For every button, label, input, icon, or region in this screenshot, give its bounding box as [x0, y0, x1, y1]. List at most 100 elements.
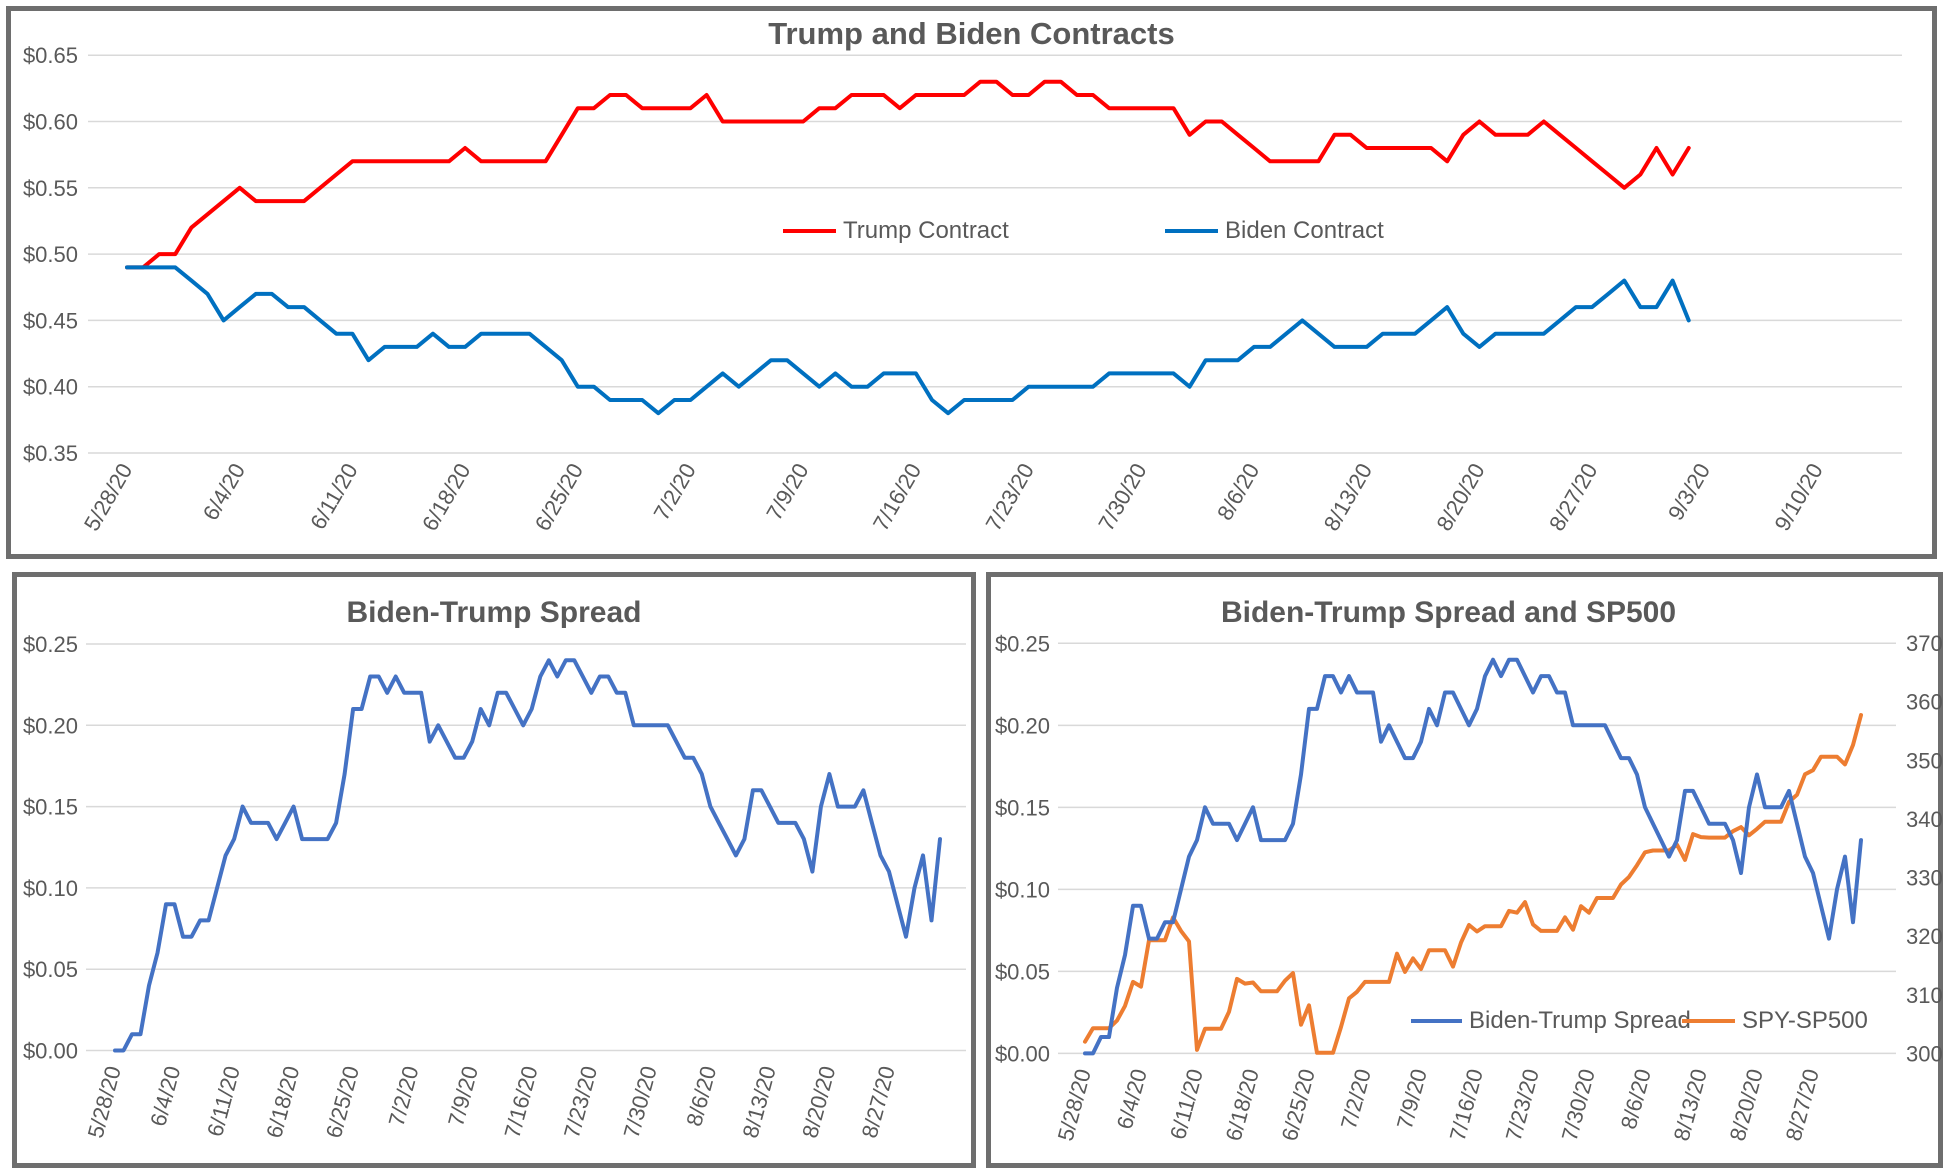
legend-label-biden-trump-spread: Biden-Trump Spread	[1469, 1007, 1691, 1034]
right-y-axis-tick-label: 320	[1906, 924, 1943, 949]
x-axis-tick-label: 6/11/20	[1165, 1066, 1208, 1142]
y-axis-tick-label: $0.20	[995, 713, 1050, 738]
x-axis-tick-label: 7/16/20	[868, 459, 926, 535]
trump-line-marker-icon	[783, 229, 836, 233]
biden-contract-series-line	[125, 265, 1691, 416]
y-axis-tick-label: $0.10	[995, 877, 1050, 902]
x-axis-tick-label: 6/25/20	[530, 459, 588, 535]
x-axis-tick-label: 8/6/20	[1616, 1066, 1656, 1132]
chart-title-contracts: Trump and Biden Contracts	[768, 16, 1175, 51]
x-axis-tick-label: 8/13/20	[738, 1063, 781, 1140]
spread-sp500-x-axis: 5/28/20 6/4/20 6/11/20 6/18/20 6/25/20 7/2/20…	[1053, 1066, 1824, 1143]
trump-contract-series-line	[125, 79, 1691, 270]
right-y-axis-tick-label: 350	[1906, 748, 1943, 773]
x-axis-tick-label: 6/25/20	[321, 1063, 364, 1140]
x-axis-tick-label: 6/11/20	[202, 1063, 245, 1139]
x-axis-tick-label: 8/27/20	[857, 1063, 900, 1140]
legend-label-trump-contract: Trump Contract	[843, 217, 1009, 244]
legend-item-spy-sp500: SPY-SP500	[1682, 1007, 1868, 1035]
x-axis-tick-label: 6/4/20	[145, 1063, 185, 1129]
x-axis-tick-label: 8/20/20	[1725, 1066, 1768, 1143]
x-axis-tick-label: 7/30/20	[1093, 459, 1151, 535]
x-axis-tick-label: 9/3/20	[1663, 459, 1715, 524]
x-axis-tick-label: 5/28/20	[83, 1063, 126, 1140]
x-axis-tick-label: 8/13/20	[1669, 1066, 1712, 1143]
sp500-series	[1083, 713, 1863, 1055]
legend-label-spy-sp500: SPY-SP500	[1742, 1007, 1868, 1034]
x-axis-tick-label: 8/13/20	[1319, 459, 1377, 535]
spread-series	[113, 658, 942, 1053]
y-axis-tick-label: $0.05	[995, 959, 1050, 984]
x-axis-tick-label: 7/16/20	[499, 1063, 542, 1140]
y-axis-tick-label: $0.25	[995, 631, 1050, 656]
x-axis-tick-label: 8/6/20	[681, 1063, 721, 1129]
x-axis-tick-label: 7/30/20	[619, 1063, 662, 1140]
chart-title-spread: Biden-Trump Spread	[346, 596, 642, 629]
x-axis-tick-label: 8/6/20	[1212, 459, 1264, 524]
x-axis-tick-label: 8/20/20	[797, 1063, 840, 1140]
biden-contract-series	[125, 265, 1691, 416]
spread-x-axis: 5/28/20 6/4/20 6/11/20 6/18/20 6/25/20 7/2/20…	[83, 1063, 900, 1140]
x-axis-tick-label: 6/11/20	[305, 459, 363, 534]
spread-sp500-chart-panel[interactable]	[986, 572, 1943, 1168]
x-axis-tick-label: 6/18/20	[1221, 1066, 1264, 1143]
x-axis-tick-label: 7/16/20	[1445, 1066, 1488, 1143]
x-axis-tick-label: 6/25/20	[1277, 1066, 1320, 1143]
spread-sp500-right-axis: 300 310 320 330 340 350 360 370	[1906, 631, 1943, 1066]
y-axis-tick-label: $0.45	[23, 308, 78, 333]
x-axis-tick-label: 6/4/20	[198, 459, 250, 524]
x-axis-tick-label: 7/9/20	[1392, 1066, 1432, 1132]
x-axis-tick-label: 5/28/20	[79, 459, 137, 535]
spread-line-marker-icon	[1411, 1019, 1462, 1023]
y-axis-tick-label: $0.15	[995, 795, 1050, 820]
y-axis-tick-label: $0.55	[23, 176, 78, 201]
y-axis-tick-label: $0.10	[23, 876, 78, 901]
right-y-axis-tick-label: 310	[1906, 983, 1943, 1008]
y-axis-tick-label: $0.00	[23, 1039, 78, 1064]
x-axis-tick-label: 8/27/20	[1781, 1066, 1824, 1143]
x-axis-tick-label: 7/9/20	[761, 459, 813, 524]
right-y-axis-tick-label: 360	[1906, 690, 1943, 715]
spread-sp500-spread-series	[1083, 657, 1863, 1056]
spread-sp500-spread-series-line	[1083, 657, 1863, 1056]
x-axis-tick-label: 7/9/20	[443, 1063, 483, 1129]
biden-line-marker-icon	[1165, 229, 1218, 233]
x-axis-tick-label: 6/18/20	[417, 459, 475, 535]
contracts-x-axis: 5/28/20 6/4/20 6/11/20 6/18/20 6/25/20 7/2/20…	[79, 459, 1828, 535]
x-axis-tick-label: 8/20/20	[1431, 459, 1489, 535]
right-y-axis-tick-label: 300	[1906, 1041, 1943, 1066]
legend-item-trump-contract: Trump Contract	[783, 217, 1009, 245]
spread-sp500-grid: $0.00 $0.05 $0.10 $0.15 $0.20 $0.25	[995, 631, 1896, 1066]
x-axis-tick-label: 8/27/20	[1544, 459, 1602, 535]
y-axis-tick-label: $0.15	[23, 795, 78, 820]
right-y-axis-tick-label: 330	[1906, 866, 1943, 891]
x-axis-tick-label: 7/23/20	[559, 1063, 602, 1140]
spread-chart-panel[interactable]	[12, 572, 976, 1168]
x-axis-tick-label: 7/2/20	[384, 1063, 424, 1129]
chart-title-spread-sp500: Biden-Trump Spread and SP500	[1220, 596, 1677, 629]
contracts-chart-panel[interactable]	[6, 6, 1937, 559]
legend-label-biden-contract: Biden Contract	[1225, 217, 1384, 244]
y-axis-tick-label: $0.05	[23, 957, 78, 982]
x-axis-tick-label: 7/2/20	[649, 459, 701, 524]
y-axis-tick-label: $0.00	[995, 1041, 1050, 1066]
x-axis-tick-label: 7/23/20	[981, 459, 1039, 535]
trump-contract-series	[125, 79, 1691, 270]
sp500-line-marker-icon	[1682, 1019, 1735, 1023]
legend-item-biden-contract: Biden Contract	[1165, 217, 1384, 245]
x-axis-tick-label: 7/30/20	[1557, 1066, 1600, 1143]
contracts-grid: $0.35 $0.40 $0.45 $0.50 $0.55 $0.60 $0.65	[23, 43, 1902, 466]
x-axis-tick-label: 7/23/20	[1501, 1066, 1544, 1143]
right-y-axis-tick-label: 340	[1906, 807, 1943, 832]
x-axis-tick-label: 6/4/20	[1112, 1066, 1152, 1132]
y-axis-tick-label: $0.40	[23, 375, 78, 400]
x-axis-tick-label: 5/28/20	[1053, 1066, 1096, 1143]
y-axis-tick-label: $0.50	[23, 242, 78, 267]
y-axis-tick-label: $0.25	[23, 632, 78, 657]
x-axis-tick-label: 7/2/20	[1336, 1066, 1376, 1132]
spread-series-line	[113, 658, 942, 1053]
y-axis-tick-label: $0.35	[23, 441, 78, 466]
sp500-series-line	[1083, 713, 1863, 1055]
x-axis-tick-label: 9/10/20	[1769, 459, 1827, 535]
